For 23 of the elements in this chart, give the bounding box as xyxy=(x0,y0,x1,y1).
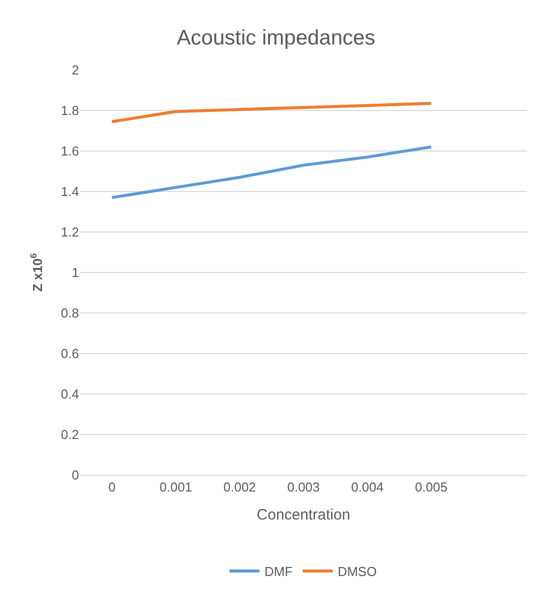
chart-title: Acoustic impedances xyxy=(176,26,376,50)
x-tick-label: 0.004 xyxy=(351,480,384,495)
x-tick-label: 0.001 xyxy=(160,480,192,495)
y-tick-label: 0.8 xyxy=(60,306,79,321)
y-tick-label: 1 xyxy=(72,265,79,280)
x-tick-label: 0.002 xyxy=(223,480,256,495)
y-tick-label: 0.4 xyxy=(60,386,79,402)
y-tick-label: 1.4 xyxy=(60,184,79,200)
x-tick-label: 0 xyxy=(108,480,116,495)
y-tick-label: 1.8 xyxy=(60,103,79,118)
y-tick-label: 1.2 xyxy=(60,224,79,240)
line-series xyxy=(110,102,433,124)
y-tick-label: 1.6 xyxy=(60,144,79,159)
y-tick-label: 2 xyxy=(72,62,79,78)
x-tick-label: 0.005 xyxy=(414,480,448,495)
y-tick-label: 0 xyxy=(72,468,79,483)
y-tick-label: 0.6 xyxy=(60,346,79,362)
legend-label: DMF xyxy=(264,564,293,580)
y-tick-label: 0.2 xyxy=(60,427,79,442)
x-tick-label: 0.003 xyxy=(287,480,320,495)
line-series xyxy=(110,145,433,200)
legend-label: DMSO xyxy=(338,564,377,580)
x-axis-title: Concentration xyxy=(256,506,350,524)
